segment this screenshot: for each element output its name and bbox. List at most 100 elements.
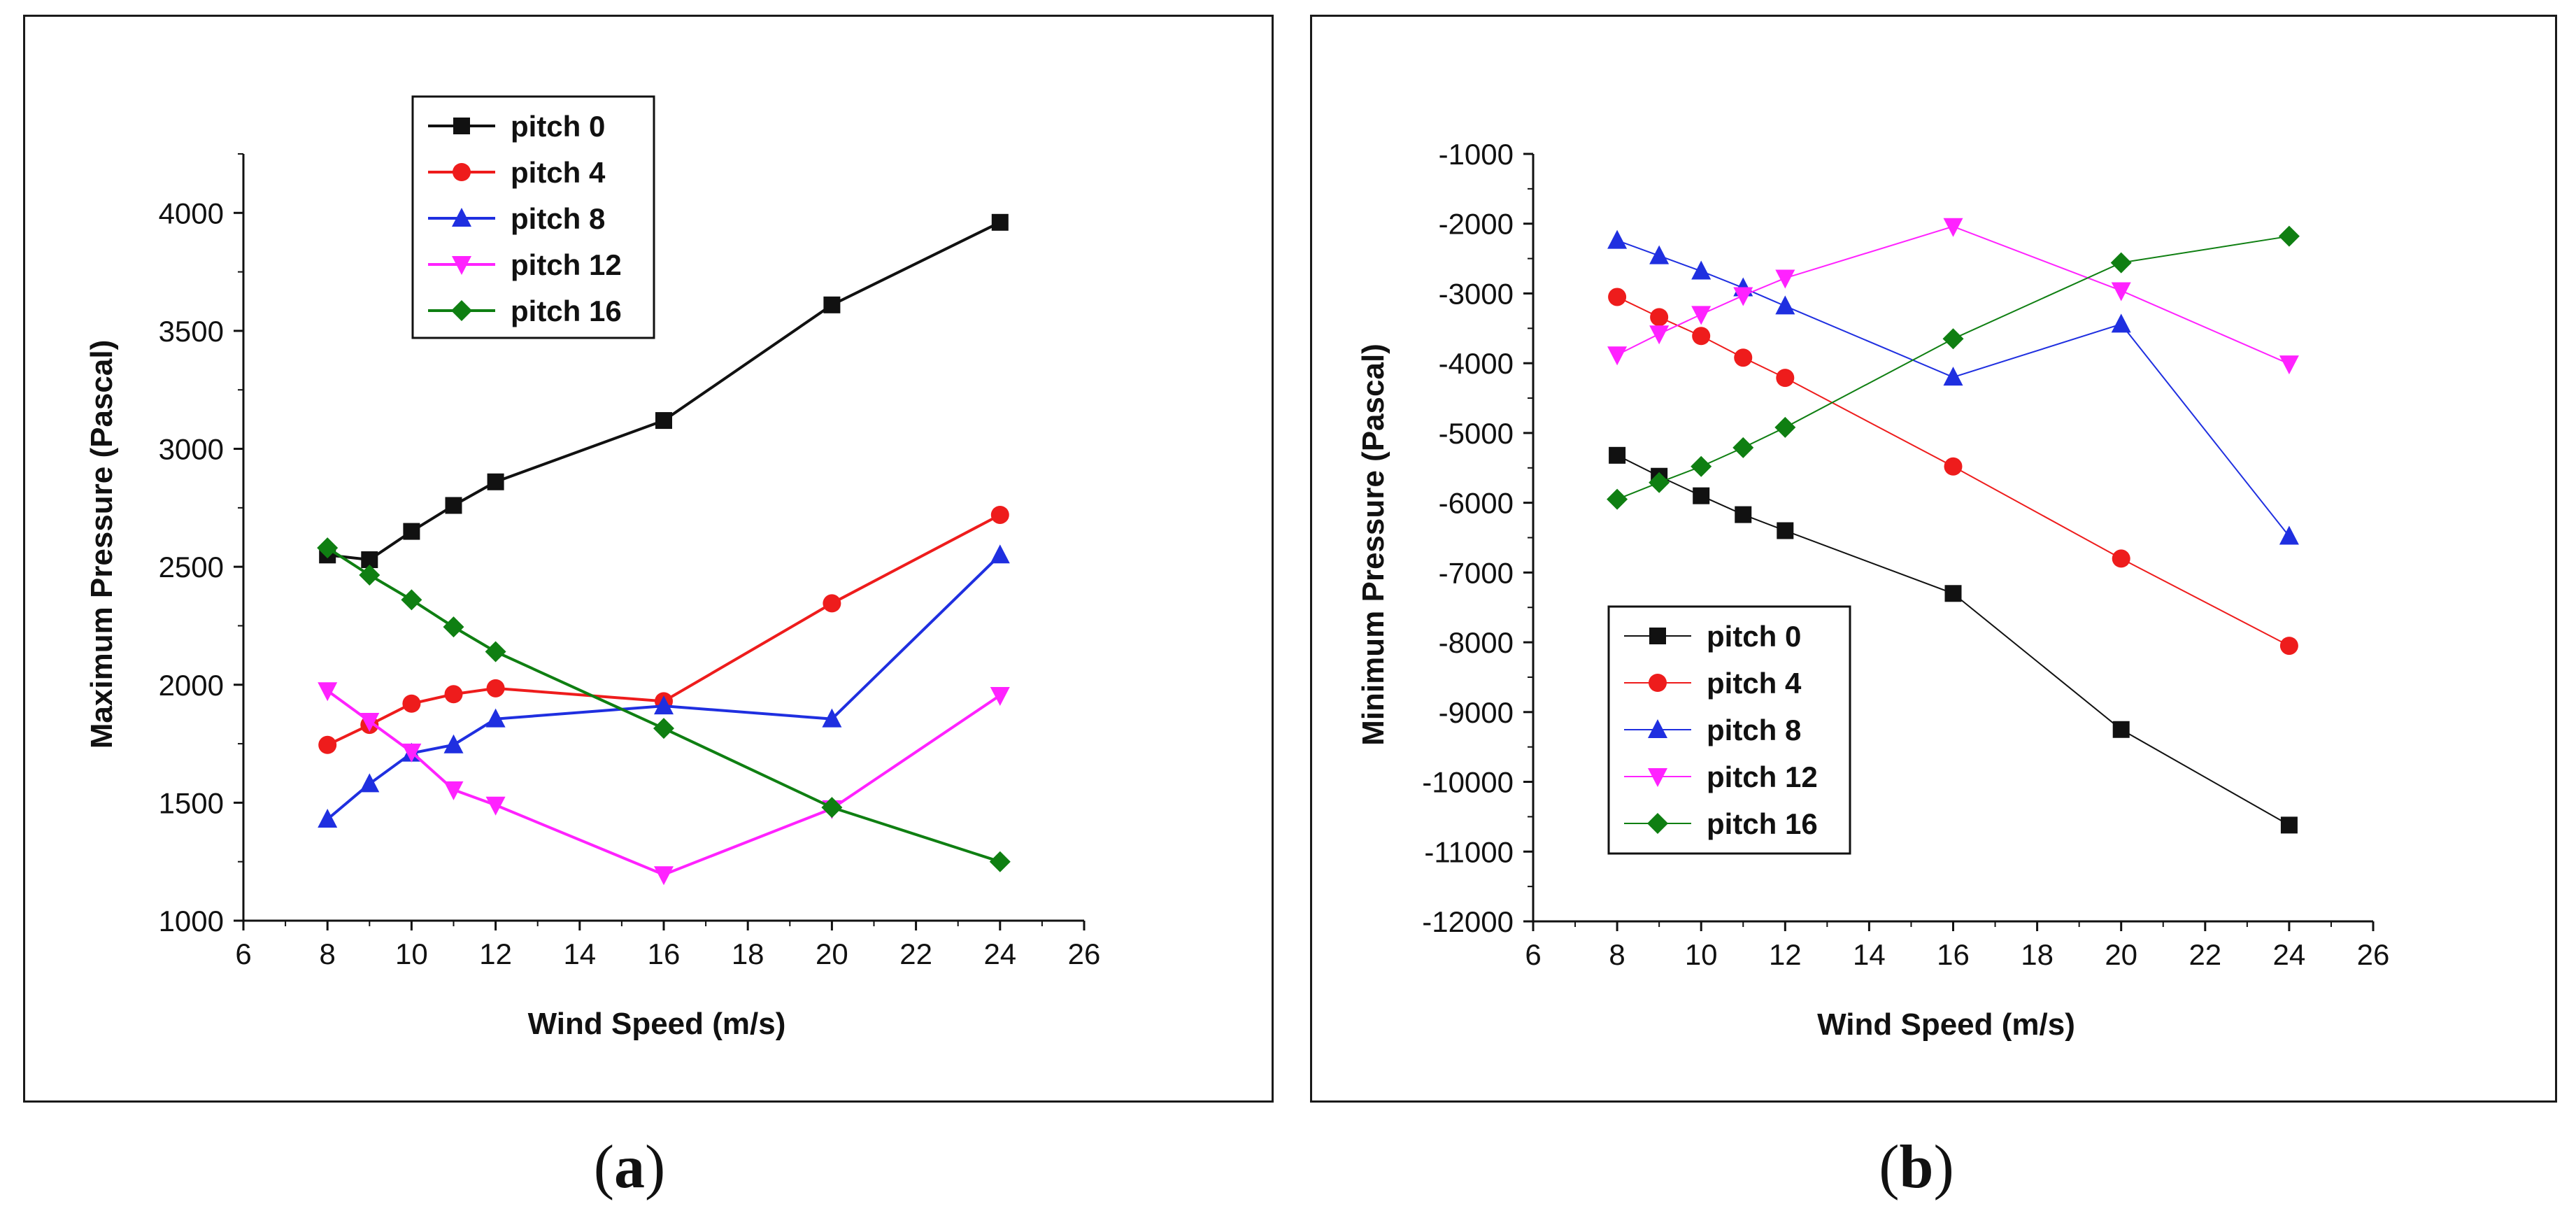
chart-b-series-0-point bbox=[1609, 446, 1626, 464]
chart-a-series-0-point bbox=[991, 213, 1009, 231]
chart-b-series-4-point bbox=[2278, 225, 2300, 247]
chart-b-series-3-point bbox=[2279, 355, 2299, 375]
chart-a-series-3-point bbox=[318, 682, 338, 702]
chart-b-legend-label-1: pitch 4 bbox=[1707, 667, 1802, 700]
chart-b-series-3-point bbox=[1775, 269, 1795, 289]
caption-b: (b) bbox=[1777, 1132, 2056, 1209]
chart-b-y-axis-title: Minimum Pressure (Pascal) bbox=[1356, 344, 1390, 746]
caption-a-open: ( bbox=[593, 1133, 614, 1201]
chart-b-legend-marker-1 bbox=[1649, 674, 1667, 692]
chart-b-series-4-point bbox=[1649, 472, 1670, 493]
chart-a-series-2-point bbox=[822, 708, 842, 728]
chart-b-series-4-point bbox=[1774, 416, 1796, 438]
chart-a-x-tick-label: 6 bbox=[235, 937, 251, 970]
chart-a-series-1-point bbox=[318, 735, 337, 754]
chart-b-legend-label-3: pitch 12 bbox=[1707, 760, 1818, 793]
chart-b-y-tick-label: -7000 bbox=[1439, 556, 1514, 589]
chart-b-legend-marker-2 bbox=[1648, 719, 1667, 738]
chart-b-x-tick-label: 24 bbox=[2273, 938, 2306, 971]
chart-a-series-2-point bbox=[990, 544, 1010, 564]
chart-b-x-tick-label: 18 bbox=[2021, 938, 2054, 971]
chart-b-series-1-point bbox=[2279, 637, 2298, 656]
chart-a-series-3-point bbox=[360, 713, 380, 732]
chart-b-series-3-point bbox=[1733, 287, 1753, 306]
chart-a-series-1-point bbox=[823, 594, 841, 613]
chart-a-y-tick-label: 3000 bbox=[159, 433, 224, 466]
chart-b-series-1-point bbox=[1776, 369, 1795, 388]
chart-a-y-tick-label: 2000 bbox=[159, 669, 224, 702]
caption-b-letter: b bbox=[1899, 1133, 1934, 1201]
chart-b-series-1-point bbox=[1692, 327, 1711, 346]
chart-a-series-4-point bbox=[359, 564, 380, 586]
chart-b-x-tick-label: 12 bbox=[1769, 938, 1802, 971]
chart-a-legend-label-2: pitch 8 bbox=[511, 202, 605, 235]
chart-b-x-tick-label: 20 bbox=[2105, 938, 2137, 971]
chart-a-legend-label-1: pitch 4 bbox=[511, 156, 606, 189]
chart-b-series-4-point bbox=[1942, 328, 1964, 350]
chart-b-series-3-point bbox=[1607, 346, 1628, 366]
chart-b-series-0-point bbox=[1735, 506, 1752, 523]
chart-a-x-tick-label: 14 bbox=[563, 937, 596, 970]
chart-b-y-tick-label: -11000 bbox=[1424, 835, 1514, 868]
chart-a-x-tick-label: 10 bbox=[395, 937, 428, 970]
chart-b-y-tick-label: -3000 bbox=[1439, 277, 1514, 310]
chart-b-series-0-point bbox=[2280, 816, 2298, 834]
chart-b-series-2-point bbox=[2279, 525, 2299, 545]
chart-b-x-tick-label: 10 bbox=[1685, 938, 1718, 971]
chart-b-y-tick-label: -10000 bbox=[1422, 766, 1514, 799]
chart-a-x-axis-title: Wind Speed (m/s) bbox=[528, 1007, 786, 1041]
chart-a-legend-marker-4 bbox=[451, 300, 472, 321]
chart-b-legend-marker-3 bbox=[1648, 768, 1667, 787]
chart-a-series-3-point bbox=[654, 866, 674, 886]
chart-a-x-tick-label: 20 bbox=[816, 937, 848, 970]
chart-b-series-2-point bbox=[1943, 367, 1963, 386]
chart-b-series-3-point bbox=[2111, 282, 2131, 302]
chart-a-series-3-line bbox=[327, 689, 1001, 877]
chart-b-series-2-point bbox=[1607, 229, 1628, 249]
chart-b-series-4-point bbox=[1607, 488, 1628, 510]
chart-a-y-tick-label: 1000 bbox=[159, 905, 224, 937]
chart-a-series-4-point bbox=[989, 851, 1011, 872]
chart-b-series-1-point bbox=[1608, 288, 1627, 306]
chart-a-y-tick-label: 1500 bbox=[159, 786, 224, 819]
chart-b-series-0-point bbox=[2112, 721, 2130, 738]
caption-b-close: ) bbox=[1933, 1133, 1954, 1201]
chart-b-series-4-point bbox=[1732, 437, 1754, 458]
chart-a-x-tick-label: 8 bbox=[320, 937, 336, 970]
chart-a-legend-marker-2 bbox=[452, 208, 471, 227]
chart-a-y-axis-title: Maximum Pressure (Pascal) bbox=[85, 340, 119, 749]
chart-a-series-0-point bbox=[403, 523, 420, 540]
chart-a-series-4-point bbox=[401, 589, 422, 611]
chart-b-series-3-point bbox=[1649, 325, 1670, 345]
chart-b-series-0-point bbox=[1944, 585, 1962, 602]
chart-b-y-tick-label: -6000 bbox=[1439, 487, 1514, 520]
chart-a-legend-label-3: pitch 12 bbox=[511, 248, 622, 281]
chart-b-series-1-point bbox=[2112, 549, 2130, 568]
chart-a-legend-marker-3 bbox=[452, 256, 471, 275]
caption-a-letter: a bbox=[614, 1133, 645, 1201]
chart-a-x-tick-label: 12 bbox=[479, 937, 512, 970]
chart-a-series-4-line bbox=[327, 546, 1001, 863]
chart-b-y-tick-label: -4000 bbox=[1439, 347, 1514, 380]
chart-b-y-tick-label: -8000 bbox=[1439, 626, 1514, 659]
chart-b-series-3-point bbox=[1943, 218, 1963, 237]
chart-a-series-1-point bbox=[486, 679, 505, 698]
chart-b-x-tick-label: 26 bbox=[2357, 938, 2390, 971]
chart-b-series-1-point bbox=[1944, 457, 1963, 476]
chart-a-series-0-point bbox=[823, 296, 841, 313]
chart-a-series-4-point bbox=[317, 537, 339, 559]
chart-a-y-tick-label: 2500 bbox=[159, 551, 224, 583]
chart-a-series-0-point bbox=[487, 473, 504, 490]
chart-a-legend-marker-1 bbox=[453, 163, 471, 181]
chart-b-series-4-point bbox=[2110, 252, 2132, 274]
chart-a-x-tick-label: 24 bbox=[983, 937, 1016, 970]
chart-a-series-4-point bbox=[653, 718, 674, 739]
chart-b-x-tick-label: 16 bbox=[1937, 938, 1970, 971]
chart-b-series-2-point bbox=[1691, 260, 1712, 280]
chart-b-y-tick-label: -9000 bbox=[1439, 696, 1514, 729]
chart-b-x-tick-label: 14 bbox=[1853, 938, 1886, 971]
chart-a-series-2-point bbox=[318, 808, 338, 828]
chart-a-series-4-point bbox=[821, 797, 843, 819]
